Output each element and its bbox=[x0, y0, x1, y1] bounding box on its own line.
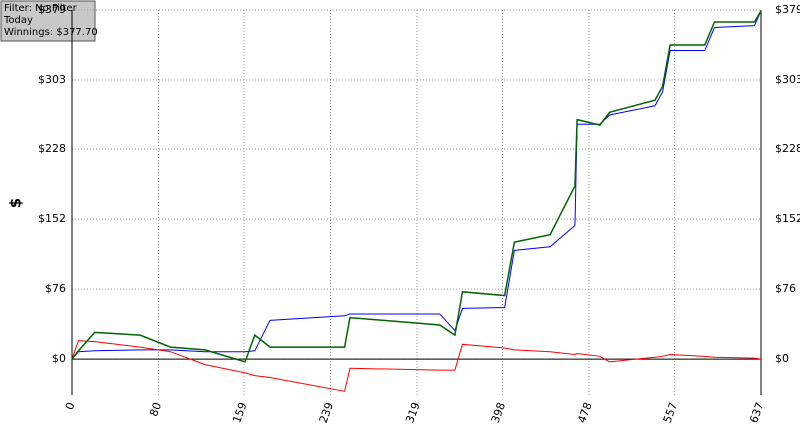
y-axis-label: $ bbox=[7, 198, 25, 208]
y-tick-label: $76 bbox=[45, 282, 66, 295]
y-tick-label-right: $76 bbox=[775, 282, 796, 295]
y-tick-label-right: $379 bbox=[775, 3, 800, 16]
y-tick-label-right: $228 bbox=[775, 142, 800, 155]
y-tick-label-right: $303 bbox=[775, 73, 800, 86]
y-tick-label: $0 bbox=[52, 352, 66, 365]
winnings-text: Winnings: $377.70 bbox=[4, 27, 98, 38]
y-tick-label-right: $0 bbox=[775, 352, 789, 365]
y-tick-label: $379 bbox=[38, 3, 66, 16]
x-tick-label: 0 bbox=[63, 401, 78, 412]
series-line bbox=[71, 10, 762, 363]
series-line bbox=[71, 10, 762, 360]
date-text: Today bbox=[3, 15, 33, 26]
y-tick-label: $228 bbox=[38, 142, 66, 155]
y-tick-label-right: $152 bbox=[775, 212, 800, 225]
filter-text: Filter: No Filter bbox=[4, 3, 78, 14]
series-line bbox=[71, 340, 762, 392]
y-tick-label: $152 bbox=[38, 212, 66, 225]
filter-box bbox=[0, 0, 96, 42]
y-tick-label: $303 bbox=[38, 73, 66, 86]
x-tick-label: 80 bbox=[147, 401, 164, 419]
